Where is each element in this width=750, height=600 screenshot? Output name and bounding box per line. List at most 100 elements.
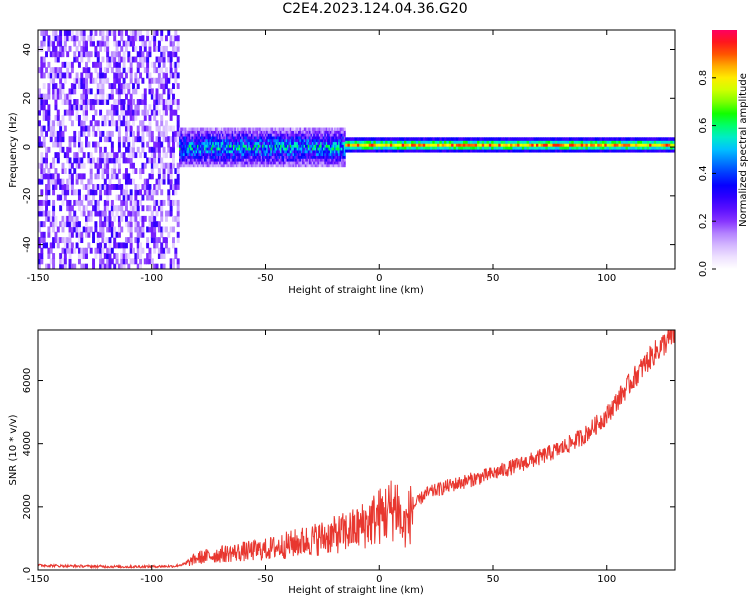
heatmap-cell	[320, 127, 323, 131]
heatmap-cell	[259, 141, 262, 145]
heatmap-cell	[192, 152, 195, 157]
heatmap-cell	[120, 152, 124, 159]
heatmap-cell	[313, 127, 316, 131]
y-tick-label: 2000	[22, 494, 33, 519]
heatmap-cell	[127, 178, 131, 185]
heatmap-cell	[184, 127, 187, 131]
heatmap-cell	[215, 127, 218, 131]
heatmap-cell	[224, 127, 227, 131]
heatmap-cell	[115, 67, 119, 74]
heatmap-cell	[444, 143, 448, 147]
heatmap-cell	[124, 83, 128, 90]
heatmap-cell	[176, 215, 180, 222]
heatmap-cell	[244, 155, 247, 159]
heatmap-cell	[108, 263, 112, 269]
heatmap-cell	[101, 83, 105, 90]
heatmap-cell	[47, 210, 51, 217]
heatmap-cell	[224, 155, 227, 159]
heatmap-cell	[73, 152, 77, 159]
heatmap-cell	[460, 140, 464, 144]
heatmap-cell	[245, 147, 248, 151]
heatmap-cell	[422, 146, 426, 150]
heatmap-cell	[282, 144, 285, 148]
heatmap-cell	[96, 56, 100, 63]
heatmap-cell	[296, 147, 299, 151]
heatmap-cell	[208, 163, 211, 168]
heatmap-cell	[266, 155, 269, 159]
heatmap-cell	[198, 163, 201, 168]
heatmap-cell	[209, 163, 212, 168]
heatmap-cell	[87, 99, 91, 105]
heatmap-cell	[190, 158, 193, 162]
heatmap-cell	[249, 130, 252, 134]
heatmap-cell	[649, 143, 653, 147]
heatmap-cell	[77, 231, 81, 238]
heatmap-cell	[338, 149, 341, 154]
heatmap-cell	[188, 127, 191, 131]
heatmap-cell	[169, 173, 173, 180]
heatmap-cell	[411, 140, 415, 144]
heatmap-cell	[474, 137, 478, 141]
heatmap-cell	[434, 137, 438, 141]
heatmap-cell	[313, 161, 316, 165]
heatmap-cell	[627, 137, 631, 141]
heatmap-cell	[262, 155, 265, 159]
heatmap-cell	[68, 162, 72, 169]
heatmap-cell	[89, 30, 93, 36]
heatmap-cell	[231, 158, 234, 162]
heatmap-cell	[40, 45, 44, 52]
heatmap-cell	[514, 137, 518, 141]
heatmap-cell	[172, 146, 175, 153]
heatmap-cell	[510, 143, 514, 147]
heatmap-cell	[327, 161, 330, 165]
heatmap-cell	[54, 237, 58, 244]
heatmap-cell	[249, 161, 252, 165]
heatmap-cell	[209, 161, 212, 165]
heatmap-cell	[195, 138, 198, 143]
heatmap-cell	[401, 140, 405, 144]
heatmap-cell	[52, 67, 56, 74]
heatmap-cell	[122, 120, 126, 127]
heatmap-cell	[320, 158, 323, 162]
heatmap-cell	[191, 138, 194, 143]
heatmap-cell	[176, 173, 180, 180]
heatmap-cell	[309, 161, 312, 165]
heatmap-cell	[334, 158, 337, 162]
heatmap-cell	[359, 146, 363, 150]
heatmap-cell	[242, 149, 245, 154]
heatmap-cell	[295, 133, 298, 137]
heatmap-cell	[479, 143, 483, 147]
heatmap-cell	[314, 158, 317, 162]
heatmap-cell	[470, 146, 473, 150]
heatmap-cell	[526, 146, 530, 150]
heatmap-cell	[85, 114, 88, 121]
heatmap-cell	[73, 83, 77, 90]
heatmap-cell	[141, 146, 145, 153]
heatmap-cell	[531, 140, 535, 144]
heatmap-cell	[343, 158, 346, 162]
heatmap-cell	[285, 152, 288, 157]
heatmap-cell	[70, 173, 74, 180]
heatmap-cell	[278, 135, 281, 140]
heatmap-cell	[103, 184, 107, 190]
heatmap-cell	[117, 178, 121, 185]
heatmap-cell	[213, 127, 216, 131]
heatmap-cell	[576, 143, 579, 147]
heatmap-cell	[201, 163, 204, 168]
heatmap-cell	[269, 161, 271, 165]
heatmap-cell	[169, 162, 173, 169]
heatmap-cell	[585, 137, 589, 141]
heatmap-cell	[157, 152, 161, 159]
heatmap-cell	[201, 155, 204, 159]
heatmap-cell	[132, 120, 135, 127]
heatmap-cell	[260, 133, 263, 137]
heatmap-cell	[66, 35, 70, 42]
heatmap-cell	[642, 143, 645, 147]
heatmap-cell	[89, 88, 93, 95]
heatmap-cell	[249, 138, 252, 143]
heatmap-cell	[321, 127, 324, 131]
heatmap-cell	[288, 152, 291, 157]
heatmap-cell	[327, 144, 330, 148]
heatmap-cell	[77, 199, 81, 206]
heatmap-cell	[92, 263, 96, 269]
